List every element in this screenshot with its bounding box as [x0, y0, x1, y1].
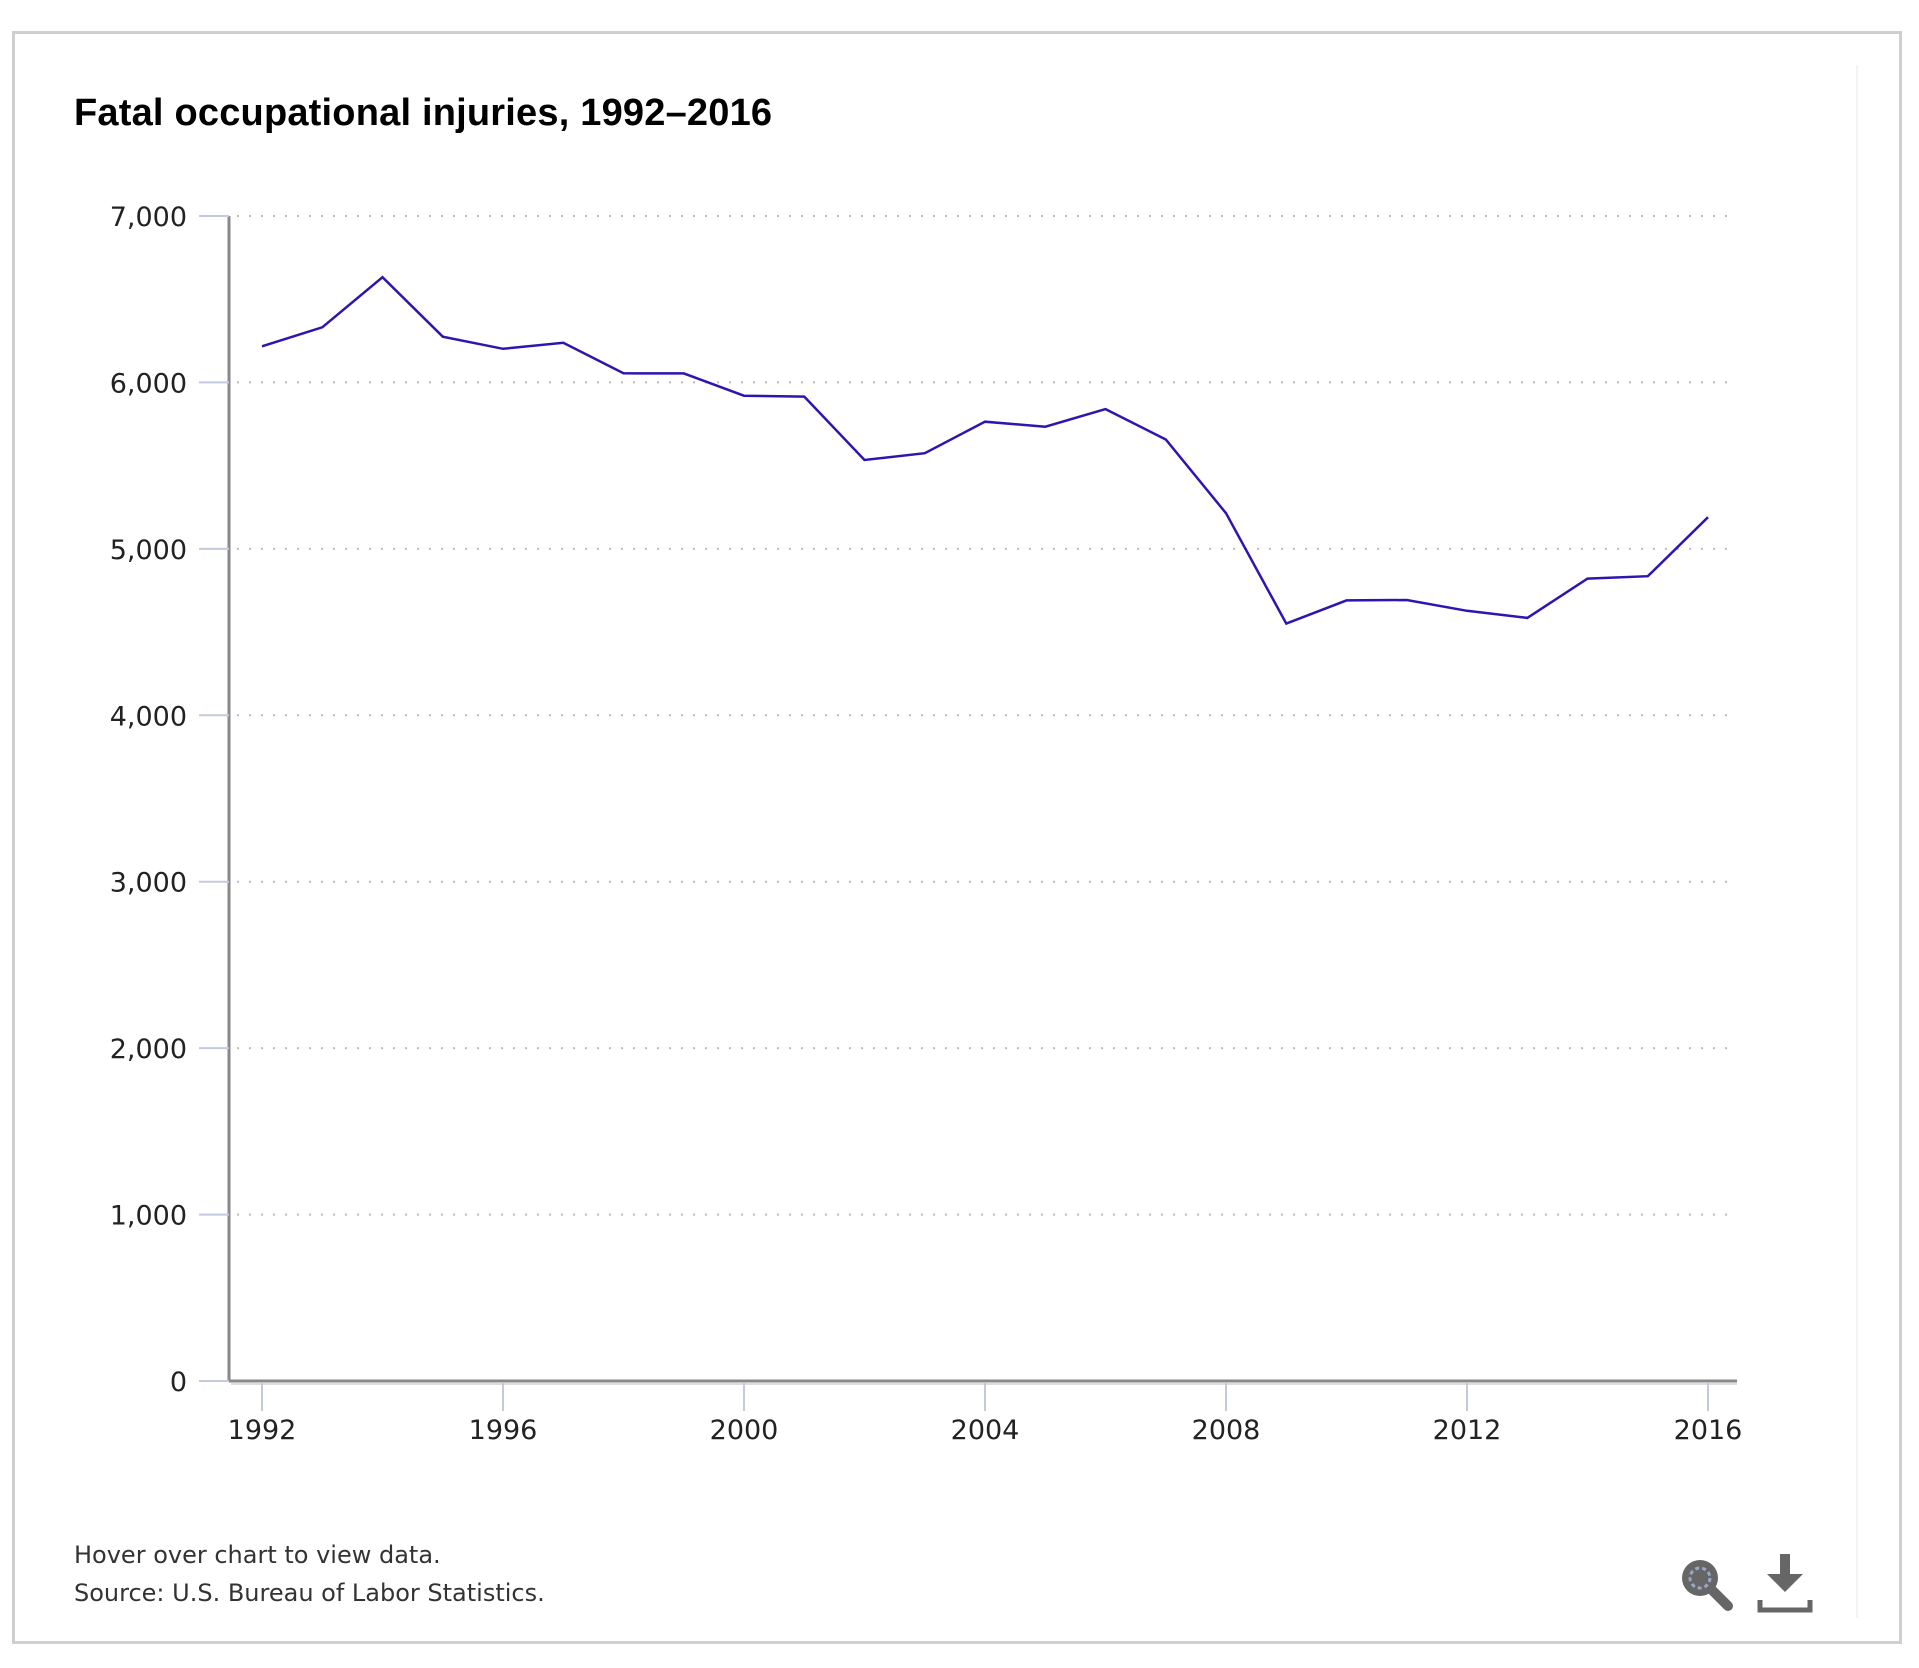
data-point[interactable]: 2015: 4,836	[1640, 568, 1656, 584]
data-point[interactable]: 1994: 6,632	[375, 269, 391, 285]
data-point[interactable]: 2005: 5,734	[1037, 419, 1053, 435]
data-point[interactable]: 2009: 4,551	[1278, 616, 1294, 632]
x-tick-label: 2008	[1192, 1415, 1261, 1446]
series[interactable]: 1992: 6,217 1993: 6,331 1994: 6,632 1995: 6…	[254, 269, 1716, 631]
x-tick-label: 2004	[951, 1415, 1020, 1446]
data-point[interactable]: 2008: 5,214	[1218, 505, 1234, 521]
data-point[interactable]: 2002: 5,534	[857, 452, 873, 468]
y-tick-label: 1,000	[110, 1201, 187, 1232]
data-point[interactable]: 1996: 6,202	[495, 341, 511, 357]
data-point[interactable]: 1993: 6,331	[314, 319, 330, 335]
chart-title: Fatal occupational injuries, 1992–2016	[74, 92, 773, 134]
x-tick-label: 2000	[710, 1415, 779, 1446]
axes	[227, 216, 1737, 1385]
data-point[interactable]: 2012: 4,628	[1459, 603, 1475, 619]
zoom-magnifier-icon	[1682, 1560, 1733, 1611]
x-tick-label: 1996	[469, 1415, 538, 1446]
data-point[interactable]: 1998: 6,055	[616, 365, 632, 381]
panel-inner-edge	[1856, 65, 1858, 1618]
data-point[interactable]: 2006: 5,840	[1098, 401, 1114, 417]
x-tick-label: 2012	[1433, 1415, 1502, 1446]
data-point[interactable]: 2001: 5,915	[796, 389, 812, 405]
x-tick-label: 1992	[228, 1415, 297, 1446]
download-button[interactable]	[1750, 1548, 1820, 1618]
chart-footer: Hover over chart to view data. Source: U…	[74, 1536, 545, 1612]
source-note: Source: U.S. Bureau of Labor Statistics.	[74, 1579, 545, 1607]
y-tick-label: 7,000	[110, 202, 187, 233]
y-axis-ticks: 0 1,000 2,000 3,000 4,000 5,000 6,000 7,000	[110, 202, 229, 1398]
data-point[interactable]: 2014: 4,821	[1580, 571, 1596, 587]
y-tick-label: 6,000	[110, 368, 187, 399]
hover-hint: Hover over chart to view data.	[74, 1541, 441, 1569]
data-point[interactable]: 1997: 6,238	[555, 335, 571, 351]
data-point[interactable]: 2004: 5,764	[977, 414, 993, 430]
data-point[interactable]: 1992: 6,217	[254, 338, 270, 354]
y-tick-label: 5,000	[110, 535, 187, 566]
gridlines	[237, 215, 1737, 1216]
data-point[interactable]: 1999: 6,054	[676, 365, 692, 381]
chart-panel	[12, 31, 1902, 1644]
zoom-button[interactable]	[1678, 1556, 1738, 1614]
data-point[interactable]: 2003: 5,575	[917, 445, 933, 461]
data-point[interactable]: 2013: 4,585	[1519, 610, 1535, 626]
data-point[interactable]: 2011: 4,693	[1399, 592, 1415, 608]
data-point[interactable]: 2016: 5,190	[1700, 509, 1716, 525]
y-tick-label: 0	[170, 1367, 187, 1398]
data-point[interactable]: 2000: 5,920	[736, 388, 752, 404]
x-tick-label: 2016	[1674, 1415, 1743, 1446]
data-point[interactable]: 2007: 5,657	[1158, 432, 1174, 448]
data-point[interactable]: 1995: 6,275	[435, 329, 451, 345]
y-tick-label: 2,000	[110, 1034, 187, 1065]
download-icon	[1757, 1554, 1813, 1613]
y-tick-label: 3,000	[110, 868, 187, 899]
x-axis-ticks: 1992 1996 2000 2004 2008 2012 2016	[228, 1383, 1743, 1446]
data-point[interactable]: 2010: 4,690	[1339, 592, 1355, 608]
y-tick-label: 4,000	[110, 701, 187, 732]
series-line[interactable]	[261, 275, 1709, 626]
